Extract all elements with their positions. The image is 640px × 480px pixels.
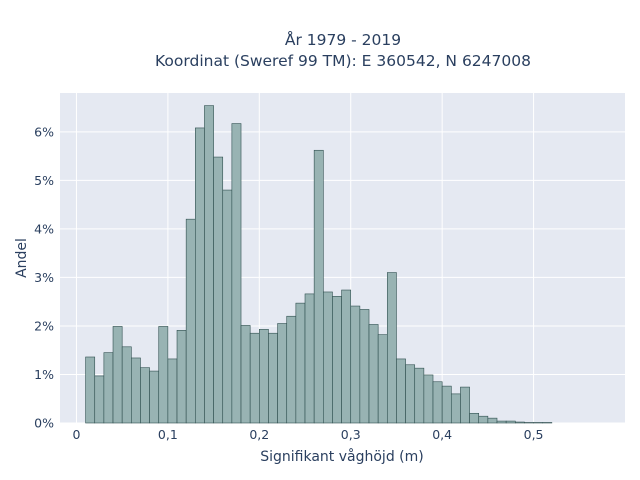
histogram-bar	[496, 420, 507, 424]
histogram-bar	[304, 293, 315, 424]
histogram-bar	[432, 381, 443, 424]
histogram-bar	[350, 305, 361, 424]
histogram-bar	[277, 323, 288, 424]
histogram-bar	[386, 272, 397, 424]
histogram-bar	[359, 309, 370, 424]
histogram-bar	[332, 296, 342, 424]
chart-title-line2: Koordinat (Sweref 99 TM): E 360542, N 62…	[155, 52, 531, 70]
histogram-bar	[176, 330, 187, 424]
histogram-bar	[377, 334, 388, 424]
histogram-bar	[149, 370, 160, 424]
histogram-bar	[487, 417, 498, 424]
x-tick-label: 0,2	[249, 427, 269, 442]
histogram-bar	[94, 375, 105, 424]
histogram-bar	[441, 385, 452, 424]
histogram-bar	[405, 364, 416, 424]
histogram-bar	[222, 189, 233, 424]
histogram-bar	[195, 127, 205, 424]
histogram-bar	[313, 149, 324, 424]
histogram-bar	[112, 326, 123, 424]
histogram-bar	[423, 374, 434, 424]
histogram-bar	[396, 358, 406, 424]
y-tick-label: 2%	[34, 318, 54, 333]
histogram-bar	[505, 420, 516, 424]
histogram-bar	[268, 332, 278, 424]
histogram-bar	[469, 412, 480, 424]
y-axis-title: Andel	[14, 238, 30, 278]
histogram-bar	[341, 289, 352, 424]
histogram-bar	[414, 367, 425, 424]
x-tick-label: 0,4	[432, 427, 452, 442]
histogram-bar	[167, 358, 178, 424]
bars-group	[85, 105, 553, 424]
x-tick-label: 0,1	[158, 427, 178, 442]
y-tick-label: 6%	[34, 124, 54, 139]
x-tick-label: 0	[72, 427, 80, 442]
y-tick-label: 0%	[34, 416, 54, 431]
y-tick-labels: 0% 1% 2% 3% 4% 5% 6%	[34, 124, 54, 430]
y-tick-label: 3%	[34, 270, 54, 285]
y-tick-label: 4%	[34, 221, 54, 236]
histogram-bar	[240, 325, 251, 424]
histogram-bar	[450, 393, 461, 424]
chart-title-line1: År 1979 - 2019	[285, 30, 401, 49]
histogram-bar	[259, 329, 269, 424]
histogram-bar	[158, 326, 169, 424]
histogram-bar	[213, 156, 224, 424]
histogram-bar	[295, 302, 306, 424]
histogram-bar	[103, 352, 114, 424]
histogram-bar	[286, 315, 297, 424]
histogram-bar	[204, 105, 214, 424]
x-tick-labels: 0 0,1 0,2 0,3 0,4 0,5	[72, 427, 543, 442]
histogram-bar	[85, 356, 96, 424]
histogram-bar	[249, 332, 260, 424]
x-axis-title: Signifikant våghöjd (m)	[260, 448, 423, 465]
histogram-bar	[121, 346, 132, 424]
histogram-bar	[514, 421, 525, 424]
histogram-bar	[140, 367, 150, 424]
y-tick-label: 1%	[34, 367, 54, 382]
histogram-bar	[231, 123, 242, 424]
histogram-bar	[460, 386, 470, 424]
histogram-bar	[368, 324, 379, 424]
histogram-bar	[478, 415, 489, 424]
x-tick-label: 0,3	[341, 427, 361, 442]
y-tick-label: 5%	[34, 173, 54, 188]
histogram-bar	[131, 357, 141, 424]
histogram-bar	[323, 291, 333, 424]
x-tick-label: 0,5	[524, 427, 544, 442]
histogram-bar	[185, 218, 196, 424]
